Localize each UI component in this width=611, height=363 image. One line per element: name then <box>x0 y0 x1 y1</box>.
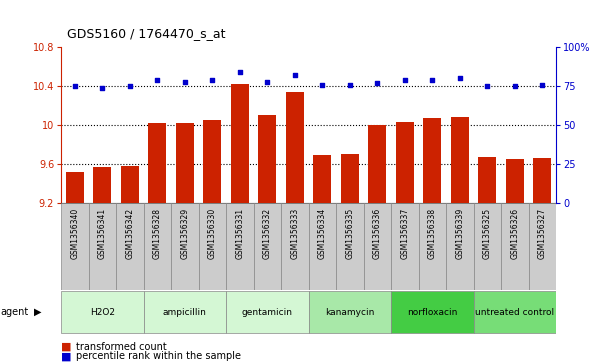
Bar <box>309 291 391 333</box>
Bar <box>423 118 441 363</box>
Text: GSM1356337: GSM1356337 <box>400 208 409 259</box>
Bar <box>368 125 386 363</box>
Text: GSM1356338: GSM1356338 <box>428 208 437 259</box>
Text: GDS5160 / 1764470_s_at: GDS5160 / 1764470_s_at <box>67 27 225 40</box>
Bar <box>309 203 336 290</box>
Bar <box>89 203 116 290</box>
Text: agent: agent <box>0 307 28 317</box>
Point <box>510 83 519 89</box>
Bar <box>419 203 446 290</box>
Bar <box>451 117 469 363</box>
Point <box>290 72 300 78</box>
Bar <box>93 167 111 363</box>
Text: ■: ■ <box>61 342 71 352</box>
Bar <box>396 122 414 363</box>
Bar <box>171 203 199 290</box>
Text: percentile rank within the sample: percentile rank within the sample <box>76 351 241 362</box>
Point <box>373 80 382 86</box>
Point <box>455 76 464 81</box>
Point <box>263 79 273 85</box>
Text: ampicillin: ampicillin <box>163 308 207 317</box>
Text: GSM1356336: GSM1356336 <box>373 208 382 259</box>
Text: kanamycin: kanamycin <box>325 308 375 317</box>
Bar <box>364 203 391 290</box>
Bar <box>391 203 419 290</box>
Text: GSM1356341: GSM1356341 <box>98 208 107 259</box>
Bar <box>341 154 359 363</box>
Bar <box>474 203 501 290</box>
Bar <box>66 172 84 363</box>
Text: GSM1356331: GSM1356331 <box>235 208 244 259</box>
Text: ■: ■ <box>61 351 71 362</box>
Point <box>125 83 134 89</box>
Text: GSM1356326: GSM1356326 <box>510 208 519 259</box>
Bar <box>336 203 364 290</box>
Bar <box>281 203 309 290</box>
Bar <box>474 291 556 333</box>
Point <box>180 79 189 85</box>
Point <box>345 82 354 87</box>
Bar <box>61 203 89 290</box>
Bar <box>478 158 496 363</box>
Point <box>318 82 327 87</box>
Text: GSM1356330: GSM1356330 <box>208 208 217 259</box>
Text: GSM1356327: GSM1356327 <box>538 208 547 259</box>
Bar <box>529 203 556 290</box>
Text: GSM1356335: GSM1356335 <box>345 208 354 259</box>
Bar <box>226 291 309 333</box>
Bar <box>506 159 524 363</box>
Point <box>70 83 79 89</box>
Bar <box>231 84 249 363</box>
Point <box>482 83 492 89</box>
Point <box>400 77 409 83</box>
Bar <box>254 203 281 290</box>
Bar <box>199 203 226 290</box>
Text: GSM1356332: GSM1356332 <box>263 208 272 259</box>
Text: gentamicin: gentamicin <box>242 308 293 317</box>
Bar <box>148 123 166 363</box>
Bar <box>391 291 474 333</box>
Text: GSM1356325: GSM1356325 <box>483 208 492 259</box>
Point <box>235 69 244 75</box>
Bar <box>501 203 529 290</box>
Bar <box>176 123 194 363</box>
Text: GSM1356339: GSM1356339 <box>455 208 464 259</box>
Text: GSM1356342: GSM1356342 <box>125 208 134 259</box>
Point <box>207 77 218 83</box>
Bar <box>144 291 226 333</box>
Point <box>98 85 108 91</box>
Text: GSM1356328: GSM1356328 <box>153 208 162 258</box>
Bar <box>203 121 221 363</box>
Text: H2O2: H2O2 <box>90 308 115 317</box>
Text: GSM1356329: GSM1356329 <box>180 208 189 259</box>
Bar <box>121 166 139 363</box>
Text: ▶: ▶ <box>34 307 41 317</box>
Bar <box>61 291 144 333</box>
Text: GSM1356340: GSM1356340 <box>70 208 79 259</box>
Text: GSM1356334: GSM1356334 <box>318 208 327 259</box>
Bar <box>533 158 551 363</box>
Bar <box>313 155 331 363</box>
Text: transformed count: transformed count <box>76 342 167 352</box>
Point <box>427 77 437 83</box>
Text: norfloxacin: norfloxacin <box>407 308 458 317</box>
Bar <box>446 203 474 290</box>
Point <box>538 82 547 87</box>
Text: untreated control: untreated control <box>475 308 554 317</box>
Bar <box>286 92 304 363</box>
Bar <box>226 203 254 290</box>
Bar <box>258 115 276 363</box>
Point <box>153 77 163 83</box>
Bar <box>116 203 144 290</box>
Bar <box>144 203 171 290</box>
Text: GSM1356333: GSM1356333 <box>290 208 299 259</box>
